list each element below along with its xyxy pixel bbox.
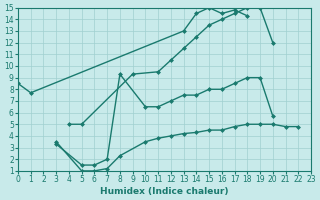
X-axis label: Humidex (Indice chaleur): Humidex (Indice chaleur) [100, 187, 229, 196]
